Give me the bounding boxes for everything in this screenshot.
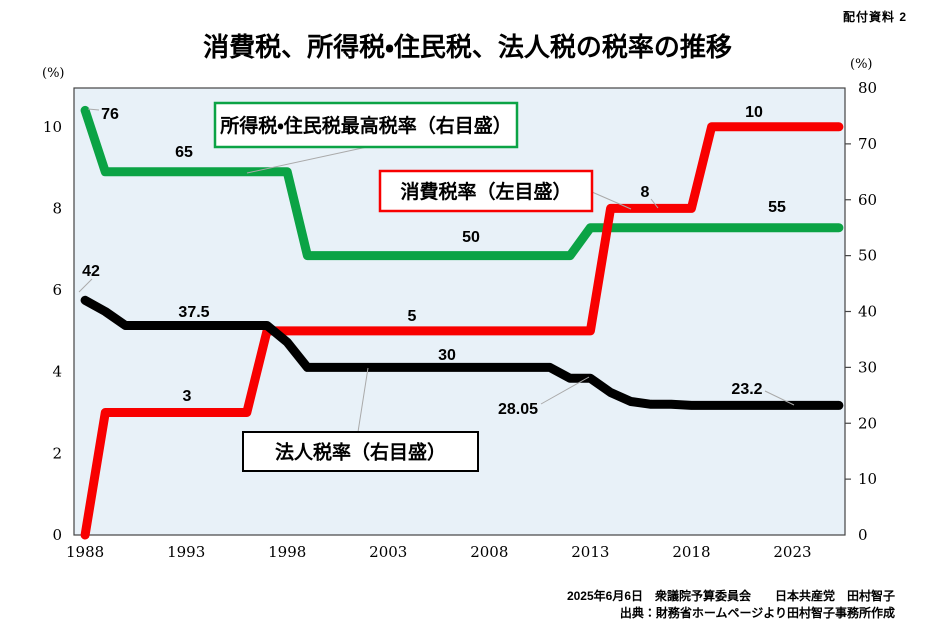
series-group — [80, 105, 844, 540]
x-axis-year-label: 2008 — [470, 543, 508, 561]
left-axis-tick-label: 2 — [52, 444, 62, 462]
value-label: 55 — [768, 199, 786, 216]
value-label: 42 — [82, 263, 100, 280]
value-label: 10 — [745, 104, 763, 121]
leader-lines-group — [78, 108, 795, 433]
corporate-tax-line — [80, 295, 844, 410]
annotation-leader-line — [246, 146, 368, 174]
value-label: 28.05 — [498, 401, 538, 418]
left-axis-tick-label: 10 — [43, 118, 62, 136]
value-label: 76 — [101, 106, 119, 123]
legend-consumption-tax-box — [378, 169, 594, 213]
consumption-tax-line — [80, 122, 844, 540]
legend-corporate-tax-label: 法人税率（右目盛） — [275, 441, 446, 464]
value-label: 65 — [175, 144, 193, 161]
legend-income-residence-tax-label: 所得税・住民税最高税率（右目盛） — [219, 114, 511, 137]
left-axis-unit-label: (%) — [42, 66, 65, 81]
right-axis-tick-label: 70 — [858, 135, 877, 153]
value-labels-group: 76 65 50 55 10 8 42 37.5 30 28.05 23.2 5 3 — [82, 104, 786, 418]
left-axis-tick-label: 4 — [52, 363, 62, 381]
left-axis-tick-label: 8 — [52, 199, 62, 217]
x-axis-year-label: 1998 — [268, 543, 306, 561]
value-label: 37.5 — [178, 304, 209, 321]
right-axis-tick-label: 50 — [858, 247, 877, 265]
right-axis-tick-label: 10 — [858, 470, 877, 488]
right-axis-tick-label: 80 — [858, 79, 877, 97]
right-axis-tick-label: 60 — [858, 191, 877, 209]
annotation-leader-line — [650, 198, 659, 209]
footer-source: 出典：財務省ホームページより田村智子事務所作成 — [619, 606, 895, 620]
legend-income-residence-tax-box — [213, 101, 519, 149]
x-axis-year-label: 2023 — [773, 543, 811, 561]
x-axis-year-label: 2013 — [571, 543, 609, 561]
legend-corporate-tax-box — [242, 431, 479, 472]
annotation-leader-line — [540, 376, 590, 405]
value-label: 23.2 — [731, 381, 762, 398]
right-axis-unit-label: (%) — [850, 57, 873, 72]
income-residence-tax-line — [80, 105, 844, 261]
doc-number-label: 配付資料 2 — [842, 10, 907, 24]
value-label: 30 — [438, 347, 456, 364]
legend-consumption-tax-label: 消費税率（左目盛） — [400, 180, 571, 203]
left-axis-tick-label: 0 — [52, 526, 62, 544]
right-axis-tick-label: 30 — [858, 358, 877, 376]
annotation-leader-line — [78, 278, 93, 293]
right-axis-tick-label: 20 — [858, 414, 877, 432]
right-axis-tick-label: 40 — [858, 303, 877, 321]
annotation-leader-line — [357, 367, 369, 433]
left-axis-tick-label: 6 — [52, 281, 62, 299]
value-label: 3 — [183, 388, 192, 405]
value-label: 50 — [462, 229, 480, 246]
footer-attribution: 2025年6月6日 衆議院予算委員会 日本共産党 田村智子 — [566, 589, 895, 603]
footer: 2025年6月6日 衆議院予算委員会 日本共産党 田村智子 出典：財務省ホームペ… — [567, 588, 895, 622]
annotation-leader-line — [87, 108, 100, 111]
right-axis-tick-label: 0 — [858, 526, 868, 544]
x-axis-year-label: 1988 — [66, 543, 104, 561]
value-label: 8 — [641, 184, 650, 201]
chart-title: 消費税、所得税・住民税、法人税の税率の推移 — [203, 32, 732, 62]
x-axis-year-label: 2003 — [369, 543, 407, 561]
annotation-leader-line — [764, 390, 795, 406]
value-label: 5 — [408, 308, 417, 325]
axes-group: 0 10 20 30 40 50 60 70 80 0 2 4 6 8 10 1988 1993 1998 2003… — [43, 79, 877, 561]
legend-boxes-group: 所得税・住民税最高税率（右目盛） 消費税率（左目盛） 法人税率（右目盛） — [213, 101, 594, 472]
x-axis-year-label: 2018 — [672, 543, 710, 561]
x-axis-year-label: 1993 — [167, 543, 205, 561]
annotation-leader-line — [591, 191, 632, 210]
